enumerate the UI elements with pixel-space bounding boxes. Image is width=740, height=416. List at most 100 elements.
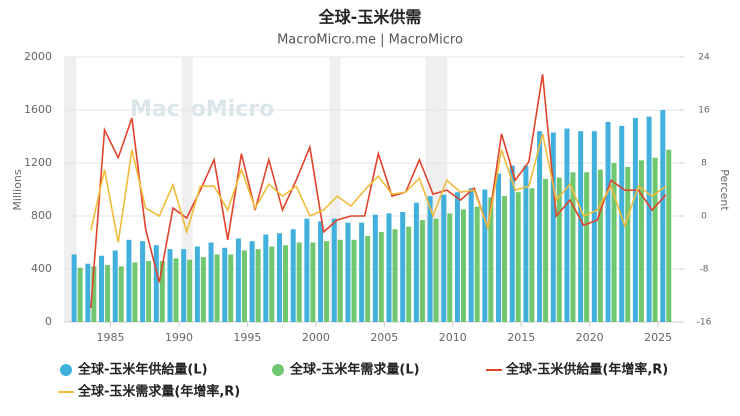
bar — [605, 121, 611, 322]
y2-tick-label: 24 — [698, 53, 710, 63]
bar — [214, 254, 220, 322]
bar — [515, 192, 521, 322]
bar — [200, 257, 206, 322]
y-tick-label: 1600 — [24, 103, 52, 116]
chart-subtitle: MacroMicro.me | MacroMicro — [277, 33, 463, 48]
bar — [625, 166, 631, 322]
bar — [351, 239, 357, 322]
y-axis-label: Millions — [11, 169, 24, 210]
bar — [419, 219, 425, 322]
bar — [529, 188, 535, 322]
bar — [496, 173, 502, 322]
legend-label: 全球-玉米年需求量(L) — [289, 362, 420, 378]
x-tick-label: 2015 — [507, 331, 535, 344]
bar — [550, 132, 556, 322]
bar — [433, 218, 439, 322]
bar — [194, 246, 200, 322]
bar — [441, 194, 447, 322]
bar — [543, 178, 549, 322]
bar — [345, 222, 351, 322]
bar — [591, 131, 597, 322]
legend-label: 全球-玉米供給量(年增率,R) — [505, 362, 668, 378]
x-tick-label: 2010 — [439, 331, 467, 344]
bar — [276, 233, 282, 322]
bar — [208, 242, 214, 322]
legend-label: 全球-玉米需求量(年增率,R) — [77, 384, 240, 400]
bar — [241, 250, 247, 322]
bar — [413, 202, 419, 322]
x-tick-label: 2020 — [576, 331, 604, 344]
line — [90, 74, 667, 309]
bar — [502, 196, 508, 322]
bar — [578, 131, 584, 322]
x-tick-label: 1985 — [97, 331, 125, 344]
bar — [140, 241, 146, 322]
bar — [474, 206, 480, 322]
bar — [632, 117, 638, 322]
y2-tick-label: 0 — [701, 212, 707, 222]
bar — [181, 249, 187, 322]
bar — [222, 247, 228, 322]
y2-tick-label: 16 — [698, 106, 710, 116]
bar — [638, 160, 644, 322]
bar — [468, 188, 474, 322]
bar — [427, 196, 433, 322]
bar — [269, 246, 275, 322]
bar — [378, 231, 384, 322]
bar — [153, 245, 159, 322]
x-tick-label: 1995 — [233, 331, 261, 344]
chart-title: 全球-玉米供需 — [318, 8, 422, 27]
bar — [77, 267, 83, 322]
bar — [570, 172, 576, 322]
bar — [454, 192, 460, 322]
bar — [597, 169, 603, 322]
bar — [228, 254, 234, 322]
bar — [372, 214, 378, 322]
bar — [460, 209, 466, 322]
bar — [359, 222, 365, 322]
bar — [488, 197, 494, 322]
bar — [71, 254, 77, 322]
bar — [235, 238, 241, 322]
legend-label: 全球-玉米年供給量(L) — [77, 362, 208, 378]
bar — [112, 250, 118, 322]
y2-tick-label: -8 — [700, 265, 709, 275]
bar — [482, 189, 488, 322]
bar — [337, 239, 343, 322]
shaded-period — [181, 57, 193, 322]
bar — [619, 125, 625, 323]
bar — [167, 249, 173, 322]
y2-axis-label: Percent — [718, 169, 731, 211]
bar — [310, 242, 316, 322]
bar — [584, 172, 590, 322]
x-tick-label: 2025 — [644, 331, 672, 344]
bar — [406, 226, 412, 322]
bar — [255, 249, 261, 322]
bar — [91, 266, 97, 322]
y-tick-label: 800 — [31, 209, 52, 222]
bar — [99, 255, 105, 322]
bar — [126, 239, 132, 322]
bar — [318, 221, 324, 322]
bar — [564, 128, 570, 322]
bar — [447, 213, 453, 322]
bar — [331, 218, 337, 322]
bar — [132, 262, 138, 322]
bar — [249, 241, 255, 322]
y2-tick-label: 8 — [701, 159, 707, 169]
bar — [304, 218, 310, 322]
bar — [611, 163, 617, 322]
x-tick-label: 2005 — [370, 331, 398, 344]
line — [90, 133, 667, 243]
bar — [105, 265, 111, 322]
bar — [296, 242, 302, 322]
bar — [392, 229, 398, 322]
bar — [118, 266, 124, 322]
bar — [324, 241, 330, 322]
legend-swatch — [60, 364, 72, 376]
bar — [85, 263, 91, 322]
y-tick-label: 0 — [45, 315, 52, 328]
bar — [509, 165, 515, 322]
y-tick-label: 2000 — [24, 50, 52, 63]
